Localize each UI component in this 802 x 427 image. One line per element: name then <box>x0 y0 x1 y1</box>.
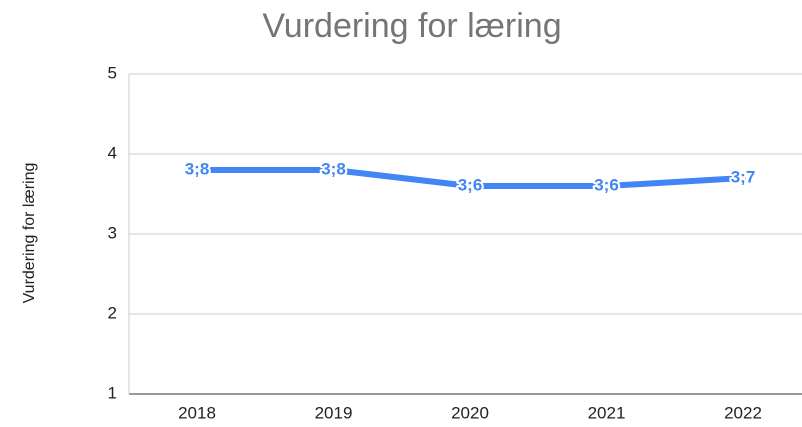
x-tick-label: 2022 <box>724 403 762 422</box>
x-tick-label: 2020 <box>451 403 489 422</box>
y-tick-label: 2 <box>108 303 117 322</box>
x-tick-label: 2018 <box>178 403 216 422</box>
y-tick-label: 3 <box>108 223 117 242</box>
data-label: 3;8 <box>185 159 210 178</box>
data-label: 3;6 <box>594 175 619 194</box>
x-tick-label: 2019 <box>315 403 353 422</box>
y-tick-label: 4 <box>108 143 117 162</box>
y-tick-label: 5 <box>108 63 117 82</box>
data-label: 3;8 <box>321 159 346 178</box>
y-axis-label: Vurdering for læring <box>21 163 38 304</box>
x-tick-label: 2021 <box>588 403 626 422</box>
line-series <box>194 167 746 189</box>
y-tick-label: 1 <box>108 383 117 402</box>
data-label: 3;7 <box>731 167 756 186</box>
chart-title: Vurdering for læring <box>262 7 561 45</box>
data-label: 3;6 <box>458 175 483 194</box>
